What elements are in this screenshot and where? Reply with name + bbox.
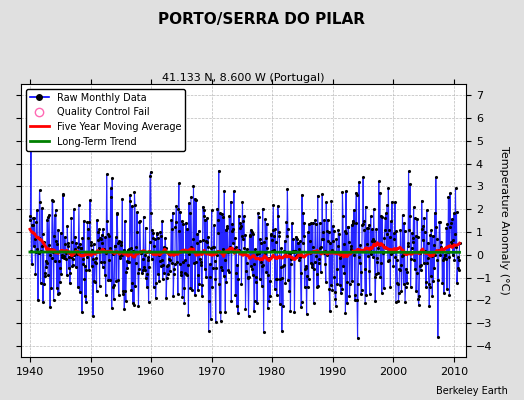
Legend: Raw Monthly Data, Quality Control Fail, Five Year Moving Average, Long-Term Tren: Raw Monthly Data, Quality Control Fail, …	[26, 89, 185, 151]
Title: 41.133 N, 8.600 W (Portugal): 41.133 N, 8.600 W (Portugal)	[162, 73, 325, 83]
Text: Berkeley Earth: Berkeley Earth	[436, 386, 508, 396]
Y-axis label: Temperature Anomaly (°C): Temperature Anomaly (°C)	[499, 146, 509, 295]
Text: PORTO/SERRA DO PILAR: PORTO/SERRA DO PILAR	[158, 12, 366, 27]
